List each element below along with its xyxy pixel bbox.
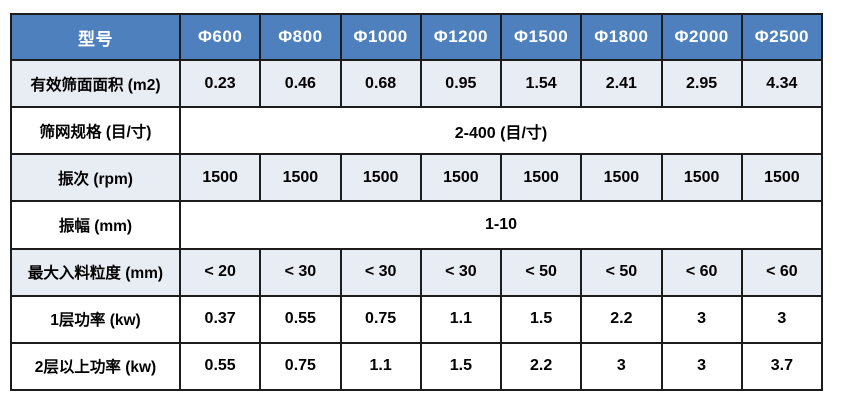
header-column: Φ1500 bbox=[499, 12, 583, 62]
spec-cell: 1.1 bbox=[419, 294, 503, 344]
spec-cell: 1.54 bbox=[499, 59, 583, 109]
spec-cell: 2.2 bbox=[499, 341, 583, 392]
spec-cell: 3.7 bbox=[740, 341, 824, 392]
header-column: Φ800 bbox=[259, 12, 342, 62]
spec-cell: 0.23 bbox=[178, 59, 262, 109]
table-row-effective-screen-area: 有效筛面面积 (m2) 0.23 0.46 0.68 0.95 1.54 2.4… bbox=[10, 59, 824, 109]
spec-cell: 1.5 bbox=[419, 341, 503, 392]
spec-cell: 0.68 bbox=[339, 59, 422, 109]
spec-cell: 1500 bbox=[178, 153, 262, 203]
table-row-single-layer-power: 1层功率 (kw) 0.37 0.55 0.75 1.1 1.5 2.2 3 3 bbox=[10, 294, 824, 344]
spec-cell: 2.2 bbox=[580, 294, 663, 344]
row-label: 筛网规格 (目/寸) bbox=[10, 106, 181, 156]
row-label: 振次 (rpm) bbox=[10, 153, 181, 203]
row-label: 最大入料粒度 (mm) bbox=[10, 247, 181, 297]
spec-cell: 2.95 bbox=[660, 59, 743, 109]
spec-cell: < 50 bbox=[499, 247, 583, 297]
spec-cell: 4.34 bbox=[740, 59, 824, 109]
spec-cell: 1500 bbox=[259, 153, 342, 203]
spec-cell: 0.55 bbox=[178, 341, 262, 392]
spec-cell: 1.5 bbox=[499, 294, 583, 344]
spec-cell: < 30 bbox=[419, 247, 503, 297]
header-column: Φ1200 bbox=[419, 12, 503, 62]
spec-cell: 1.1 bbox=[339, 341, 422, 392]
spec-cell: < 60 bbox=[740, 247, 824, 297]
header-column: Φ1800 bbox=[580, 12, 663, 62]
spec-cell: 0.75 bbox=[259, 341, 342, 392]
row-label: 有效筛面面积 (m2) bbox=[10, 59, 181, 109]
table-row-multi-layer-power: 2层以上功率 (kw) 0.55 0.75 1.1 1.5 2.2 3 3 3.… bbox=[10, 341, 824, 392]
row-label: 1层功率 (kw) bbox=[10, 294, 181, 344]
table-row-vibration-frequency: 振次 (rpm) 1500 1500 1500 1500 1500 1500 1… bbox=[10, 153, 824, 203]
spec-cell: 0.95 bbox=[419, 59, 503, 109]
header-row: 型号 Φ600 Φ800 Φ1000 Φ1200 Φ1500 Φ1800 Φ20… bbox=[10, 12, 824, 62]
spec-cell: < 50 bbox=[580, 247, 663, 297]
spec-cell: 3 bbox=[660, 294, 743, 344]
spec-cell: 0.75 bbox=[339, 294, 422, 344]
table-row-max-feed-size: 最大入料粒度 (mm) < 20 < 30 < 30 < 30 < 50 < 5… bbox=[10, 247, 824, 297]
spec-cell: 3 bbox=[660, 341, 743, 392]
spec-cell-merged: 1-10 bbox=[179, 200, 823, 250]
spec-table: 型号 Φ600 Φ800 Φ1000 Φ1200 Φ1500 Φ1800 Φ20… bbox=[10, 12, 824, 392]
spec-cell: 1500 bbox=[419, 153, 503, 203]
header-column: Φ2000 bbox=[660, 12, 743, 62]
row-label: 2层以上功率 (kw) bbox=[10, 341, 181, 392]
spec-cell: 1500 bbox=[499, 153, 583, 203]
spec-cell: 1500 bbox=[660, 153, 743, 203]
spec-cell: 1500 bbox=[740, 153, 824, 203]
spec-cell: < 60 bbox=[660, 247, 743, 297]
spec-cell: 0.55 bbox=[259, 294, 342, 344]
spec-cell: 2.41 bbox=[580, 59, 663, 109]
spec-cell-merged: 2-400 (目/寸) bbox=[179, 106, 823, 156]
spec-cell: 3 bbox=[740, 294, 824, 344]
spec-cell: 0.46 bbox=[259, 59, 342, 109]
spec-cell: 3 bbox=[580, 341, 663, 392]
spec-cell: 0.37 bbox=[178, 294, 262, 344]
table-row-mesh-spec: 筛网规格 (目/寸) 2-400 (目/寸) bbox=[10, 106, 823, 156]
row-label: 振幅 (mm) bbox=[10, 200, 181, 250]
header-column: Φ2500 bbox=[740, 12, 824, 62]
spec-cell: < 20 bbox=[178, 247, 262, 297]
spec-cell: 1500 bbox=[580, 153, 663, 203]
header-column: Φ1000 bbox=[339, 12, 422, 62]
header-model-label: 型号 bbox=[10, 12, 181, 62]
spec-cell: 1500 bbox=[339, 153, 422, 203]
spec-cell: < 30 bbox=[339, 247, 422, 297]
table-row-amplitude: 振幅 (mm) 1-10 bbox=[10, 200, 823, 250]
spec-cell: < 30 bbox=[259, 247, 342, 297]
header-column: Φ600 bbox=[178, 12, 262, 62]
